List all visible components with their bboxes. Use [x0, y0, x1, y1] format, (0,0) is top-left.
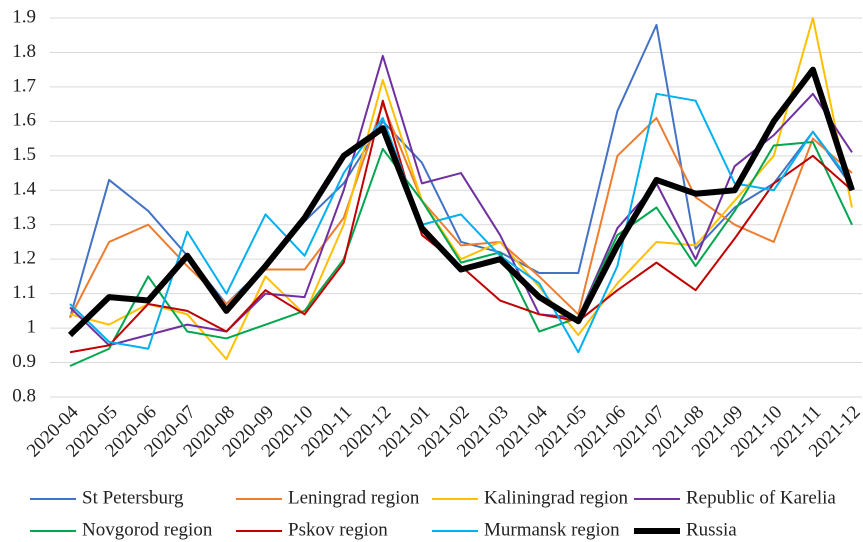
series-line [69, 17, 853, 361]
legend-label: St Petersburg [82, 487, 184, 508]
y-tick-label: 0.8 [12, 385, 36, 406]
y-tick-label: 1 [27, 316, 37, 337]
legend-label: Leningrad region [288, 487, 420, 508]
series-line [69, 23, 853, 319]
legend-label: Kaliningrad region [484, 487, 629, 508]
y-tick-label: 1.1 [12, 282, 36, 303]
y-tick-label: 1.3 [12, 213, 36, 234]
series-line [69, 54, 853, 347]
series-line [69, 92, 853, 354]
legend-label: Pskov region [288, 519, 388, 540]
y-tick-label: 1.4 [12, 179, 36, 200]
y-tick-label: 1.5 [12, 144, 36, 165]
y-tick-label: 0.9 [12, 351, 36, 372]
legend-label: Murmansk region [484, 519, 620, 540]
y-tick-label: 1.9 [12, 6, 36, 27]
legend-label: Novgorod region [82, 519, 213, 540]
legend-label: Russia [686, 519, 737, 540]
y-tick-label: 1.7 [12, 75, 36, 96]
y-tick-label: 1.2 [12, 248, 36, 269]
y-tick-label: 1.8 [12, 41, 36, 62]
series-line [69, 141, 853, 367]
series-line [67, 66, 855, 338]
legend-label: Republic of Karelia [686, 487, 836, 508]
y-tick-label: 1.6 [12, 110, 36, 131]
